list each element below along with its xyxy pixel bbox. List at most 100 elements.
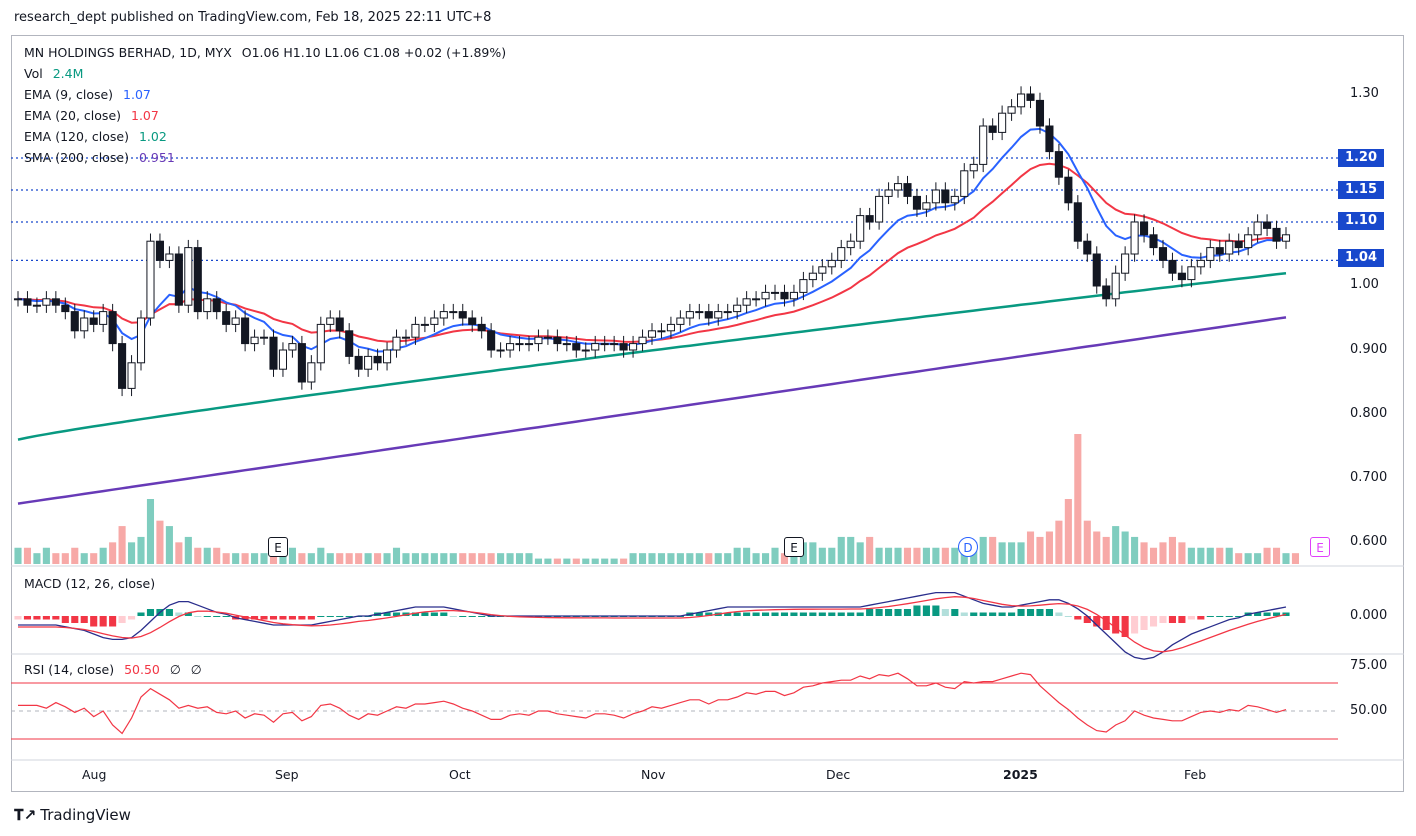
time-tick: Nov xyxy=(641,767,666,782)
macd-histogram-bar xyxy=(695,612,703,616)
price-level-box[interactable]: 1.20 xyxy=(1338,149,1384,167)
ema9-label: EMA (9, close) xyxy=(24,87,114,102)
macd-histogram-bar xyxy=(1017,609,1025,616)
chart-frame[interactable] xyxy=(11,35,1404,792)
volume-bar xyxy=(203,547,211,564)
macd-histogram-bar xyxy=(903,609,912,616)
candle-body xyxy=(89,317,98,325)
candle-body xyxy=(1244,234,1253,249)
volume-bar xyxy=(1206,547,1214,564)
macd-histogram-bar xyxy=(1036,609,1044,616)
candle-body xyxy=(875,195,884,223)
volume-bar xyxy=(553,558,561,564)
candle-body xyxy=(241,317,250,345)
candle-body xyxy=(704,311,713,319)
candle-body xyxy=(1054,151,1063,178)
volume-bar xyxy=(847,536,855,564)
macd-histogram-bar xyxy=(1187,616,1195,620)
candle-body xyxy=(1253,221,1262,236)
macd-histogram-bar xyxy=(1093,616,1101,627)
macd-histogram-bar xyxy=(790,612,798,616)
candle-body xyxy=(316,323,325,364)
rsi-extra2: ∅ xyxy=(190,662,202,677)
earnings-event-icon[interactable]: E xyxy=(268,537,288,557)
macd-histogram-bar xyxy=(307,616,315,620)
macd-histogram-bar xyxy=(1225,616,1233,617)
macd-legend: MACD (12, 26, close) xyxy=(24,576,155,591)
time-tick: 2025 xyxy=(1003,767,1038,782)
macd-histogram-bar xyxy=(913,605,921,616)
macd-histogram-bar xyxy=(165,609,173,616)
rsi-legend: RSI (14, close) 50.50 ∅ ∅ xyxy=(24,662,202,677)
volume-bar xyxy=(866,536,874,564)
candle-body xyxy=(392,336,401,351)
upcoming-earnings-icon[interactable]: E xyxy=(1310,537,1330,557)
candle-body xyxy=(1035,99,1045,127)
sma200-legend: SMA (200, close) 0.951 xyxy=(24,150,175,165)
candle-body xyxy=(1158,247,1168,261)
macd-histogram-bar xyxy=(392,612,401,616)
price-level-box[interactable]: 1.04 xyxy=(1338,249,1384,267)
volume-bar xyxy=(109,542,117,564)
macd-histogram-bar xyxy=(222,616,230,617)
macd-histogram-bar xyxy=(1235,616,1243,617)
macd-histogram-bar xyxy=(279,616,287,620)
macd-histogram-bar xyxy=(1064,616,1072,617)
candle-body xyxy=(449,311,458,314)
price-tick: 0.600 xyxy=(1350,534,1388,549)
candle-body xyxy=(733,304,742,313)
volume-bar xyxy=(175,542,183,564)
macd-label: MACD (12, 26, close) xyxy=(24,576,156,591)
volume-bar xyxy=(165,526,173,564)
sma200-line xyxy=(17,316,1287,505)
candle-body xyxy=(212,298,221,313)
candle-body xyxy=(174,253,183,306)
dividend-event-icon[interactable]: D xyxy=(958,537,978,557)
macd-histogram-bar xyxy=(241,616,249,620)
volume-bar xyxy=(1159,542,1167,564)
macd-signal-line xyxy=(18,596,1287,653)
macd-histogram-bar xyxy=(137,612,145,616)
macd-histogram-bar xyxy=(118,616,126,623)
tradingview-logo[interactable]: 𝐓↗ TradingView xyxy=(14,806,131,824)
volume-bar xyxy=(345,553,353,564)
macd-histogram-bar xyxy=(932,605,940,616)
earnings-event-icon[interactable]: E xyxy=(784,537,804,557)
candle-body xyxy=(1215,247,1224,255)
candle-body xyxy=(1111,272,1120,300)
candle-body xyxy=(780,291,789,300)
candle-body xyxy=(695,311,704,314)
volume-bar xyxy=(534,558,542,564)
volume-bar xyxy=(326,553,334,564)
candle-body xyxy=(553,336,562,345)
candle-body xyxy=(165,253,174,261)
macd-histogram-bar xyxy=(468,616,476,617)
volume-bar xyxy=(563,558,571,564)
candle-body xyxy=(61,304,70,313)
macd-histogram-bar xyxy=(440,612,448,616)
candle-body xyxy=(638,336,647,345)
volume-bar xyxy=(1263,547,1271,564)
brand-label: TradingView xyxy=(40,806,131,824)
volume-bar xyxy=(1291,553,1300,564)
volume-bar xyxy=(1178,542,1186,564)
candle-body xyxy=(534,336,543,345)
candle-body xyxy=(1102,285,1111,300)
volume-bar xyxy=(298,553,306,564)
candle-body xyxy=(430,317,439,325)
candle-body xyxy=(647,330,657,338)
macd-tick: 0.000 xyxy=(1350,608,1388,623)
volume-bar xyxy=(128,542,136,564)
volume-bar xyxy=(449,553,457,564)
price-tick: 1.00 xyxy=(1350,277,1379,292)
volume-bar xyxy=(686,553,694,564)
candle-body xyxy=(1206,247,1215,261)
volume-bar xyxy=(1093,531,1101,564)
price-level-box[interactable]: 1.15 xyxy=(1338,181,1384,199)
price-level-box[interactable]: 1.10 xyxy=(1338,212,1384,230)
volume-bar xyxy=(90,553,98,564)
macd-histogram-bar xyxy=(14,616,22,620)
ema120-label: EMA (120, close) xyxy=(24,129,129,144)
macd-histogram-bar xyxy=(317,616,325,617)
